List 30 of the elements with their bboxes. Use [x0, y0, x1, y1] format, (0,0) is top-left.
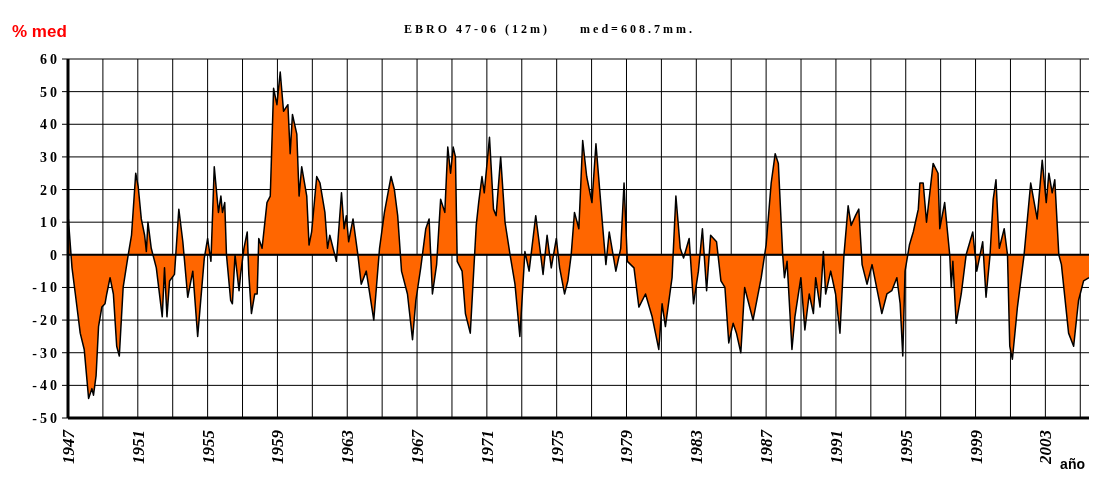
- y-tick-label: 30: [40, 149, 60, 165]
- y-tick-label: -30: [32, 345, 60, 361]
- x-tick-label: 2003: [1036, 429, 1056, 465]
- y-tick-label: -20: [32, 313, 60, 329]
- x-tick-label: 1983: [687, 429, 707, 464]
- y-tick-label: 60: [40, 51, 60, 67]
- y-tick-label: -10: [32, 280, 60, 296]
- x-tick-label: 1975: [547, 429, 567, 464]
- y-tick-label: -40: [32, 378, 60, 394]
- y-tick-label: 50: [40, 84, 60, 100]
- x-tick-label: 1967: [408, 428, 428, 464]
- x-tick-label: 1979: [617, 429, 637, 464]
- y-axis-title: % med: [12, 22, 67, 42]
- y-tick-label: 0: [50, 247, 60, 263]
- y-tick-label: 40: [40, 117, 60, 133]
- x-tick-label: 1987: [757, 428, 777, 464]
- chart-title: EBRO 47-06 (12m) med=608.7mm.: [404, 22, 695, 36]
- x-tick-label: 1971: [477, 430, 497, 464]
- x-tick-label: 1947: [59, 428, 78, 464]
- x-tick-label: 1955: [198, 429, 218, 464]
- y-tick-label: -50: [32, 410, 60, 426]
- x-tick-label: 1951: [128, 430, 148, 464]
- x-tick-label: 1995: [896, 429, 916, 464]
- x-tick-label: 1963: [338, 429, 358, 464]
- x-tick-label: 1959: [268, 429, 288, 464]
- y-tick-label: 10: [40, 215, 60, 231]
- x-axis-title: año: [1060, 456, 1085, 472]
- x-tick-label: 1991: [826, 430, 846, 464]
- x-tick-label: 1999: [966, 429, 986, 464]
- y-tick-label: 20: [40, 182, 60, 198]
